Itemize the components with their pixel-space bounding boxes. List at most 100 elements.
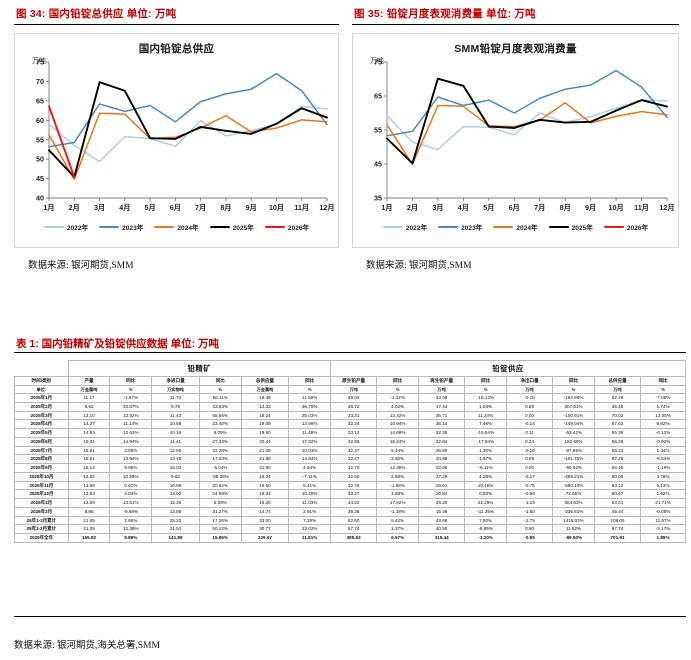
data-cell-6: 32.76 xyxy=(330,480,378,491)
data-cell-13: -6.54% xyxy=(640,454,686,465)
data-cell-10: 0.00 xyxy=(505,410,554,421)
data-cell-11: -164.98% xyxy=(552,393,595,403)
data-cell-3: 5.59% xyxy=(198,498,242,508)
legend-swatch-icon xyxy=(209,225,230,229)
svg-text:4月: 4月 xyxy=(458,203,469,212)
data-cell-6: 57.74 xyxy=(330,524,378,534)
data-cell-6: 385.62 xyxy=(330,532,378,543)
legend-label: 2022年 xyxy=(66,225,89,232)
column-header-8: 同比 xyxy=(376,376,419,386)
unit-cell-10: % xyxy=(464,384,507,395)
data-cell-13: -0.08% xyxy=(640,506,686,517)
data-cell-4: 14.74 xyxy=(240,506,290,517)
data-cell-8: 36.71 xyxy=(417,410,466,421)
data-cell-13: 1.44% xyxy=(640,445,686,456)
data-cell-7: 13.42% xyxy=(376,410,419,421)
data-cell-3: 31.27% xyxy=(198,506,242,517)
svg-text:4月: 4月 xyxy=(119,203,130,212)
data-cell-2: 10.68 xyxy=(151,419,200,430)
svg-text:11月: 11月 xyxy=(294,203,309,212)
table-row: 2025年10月 14.62 10.59% 9.82 -39.28% 19.04 -7.11… xyxy=(14,471,686,482)
figure-34-caption: 图 34: 国内铅锭总供应 单位: 万吨 xyxy=(16,8,177,20)
data-cell-9: 10.16% xyxy=(464,480,507,491)
legend-label: 2025年 xyxy=(232,225,254,232)
data-cell-13: -1.19% xyxy=(640,463,686,473)
row-label: 2025年2月 xyxy=(14,401,69,412)
data-cell-13: 1.74% xyxy=(640,401,686,412)
legend-item-2023年: 2023年 xyxy=(438,222,482,232)
svg-text:5月: 5月 xyxy=(144,203,155,212)
svg-text:12月: 12月 xyxy=(319,203,334,212)
data-cell-10: 0.09 xyxy=(505,454,554,465)
svg-text:7月: 7月 xyxy=(534,203,545,212)
data-cell-5: 25.03% xyxy=(288,410,332,421)
data-cell-1: -1.67% xyxy=(109,393,153,403)
svg-text:60: 60 xyxy=(36,116,44,125)
legend-item-2025年: 2025年 xyxy=(548,222,593,232)
data-cell-10: 0.24 xyxy=(505,436,554,447)
data-cell-4: 18.60 xyxy=(240,480,290,491)
data-cell-7: 10.94% xyxy=(376,419,419,430)
table-row: 2025年全年 165.82 9.89% 141.88 15.96% 229.67 11.5… xyxy=(14,532,686,543)
supply-data-table: 铅精矿 铅锭供应 时间/类别 产量 同比 净进口量 同比 总供应量 同比 原生铅产量 同比 再生铅… xyxy=(14,359,686,543)
data-cell-10: -1.60 xyxy=(505,506,554,517)
data-cell-1: 13.52% xyxy=(109,410,153,421)
data-cell-2: 12.50 xyxy=(151,445,200,456)
data-cell-3: 56.11% xyxy=(198,393,242,403)
row-label: 2026年1月 xyxy=(14,498,69,508)
data-cell-0: 13.66 xyxy=(67,480,111,491)
data-cell-1: 11.14% xyxy=(109,419,153,430)
data-cell-9: 1.30% xyxy=(464,445,507,456)
figure-34-y-unit: 万吨 xyxy=(32,58,46,65)
data-cell-9: -15.13% xyxy=(464,393,507,403)
data-cell-7: 6.57% xyxy=(376,532,419,543)
data-cell-6: 39.02 xyxy=(330,393,378,403)
table-row: 2025年6月 15.31 14.94% 11.41 27.33% 20.44 17.82%… xyxy=(14,436,686,447)
data-cell-7: 1.59% xyxy=(376,489,419,500)
table-row: 2025年7月 15.61 3.69% 12.50 32.28% 21.09 10.03% 3… xyxy=(14,445,686,456)
data-cell-0: 12.63 xyxy=(67,489,111,500)
table-1-source: 数据来源: 银河期货,海关总署,SMM xyxy=(14,641,160,651)
data-cell-12: 55.36 xyxy=(593,428,642,438)
data-cell-9: 1.97% xyxy=(464,454,507,465)
figure-34: 图 34: 国内铅锭总供应 单位: 万吨 国内铅锭总供应 万吨 40 45 50 55… xyxy=(14,6,339,271)
table-1: 铅精矿 铅锭供应 时间/类别 产量 同比 净进口量 同比 总供应量 同比 原生铅产量 同比 再生铅… xyxy=(14,359,686,543)
data-cell-2: 9.79 xyxy=(151,401,200,412)
data-cell-9: -8.85% xyxy=(464,524,507,534)
data-cell-13: 1.85% xyxy=(640,532,686,543)
data-cell-1: 0.81% xyxy=(109,480,153,491)
data-cell-13: -0.92% xyxy=(640,436,686,447)
svg-text:35: 35 xyxy=(374,194,382,203)
data-cell-3: 17.23% xyxy=(198,454,242,465)
figure-34-plot: 40 45 50 55 60 65 70 75 1月 2月 3月 4月 5月 6月 7月 8月 9月 10月 11月… xyxy=(15,56,338,224)
caption-rule xyxy=(14,24,339,25)
data-cell-9: 22.29% xyxy=(464,498,507,508)
data-cell-10: -0.17 xyxy=(505,471,554,482)
unit-cell-14: % xyxy=(640,384,686,395)
data-cell-12: 45.44 xyxy=(593,506,642,517)
data-cell-10: -0.85 xyxy=(505,532,554,543)
data-cell-9: 4.28% xyxy=(464,471,507,482)
column-header-10: 同比 xyxy=(464,376,507,386)
legend-item-2026年: 2026年 xyxy=(264,222,309,232)
legend-label: 2024年 xyxy=(516,225,538,232)
table-head: 铅精矿 铅锭供应 时间/类别 产量 同比 净进口量 同比 总供应量 同比 原生铅产量 同比 再生铅… xyxy=(14,359,686,395)
data-cell-7: -1.12% xyxy=(376,393,419,403)
legend-swatch-icon xyxy=(382,225,403,229)
data-cell-8: 17.44 xyxy=(417,401,466,412)
unit-cell-8: % xyxy=(376,384,419,395)
unit-cell-4: % xyxy=(198,384,242,395)
legend-label: 2024年 xyxy=(177,225,199,232)
data-cell-1: 13.62% xyxy=(109,428,153,438)
data-cell-9: 11.24% xyxy=(464,410,507,421)
data-cell-2: 10.16 xyxy=(151,428,200,438)
data-cell-11: -469.21% xyxy=(552,471,595,482)
column-header-5: 总供应量 xyxy=(240,376,290,386)
svg-text:45: 45 xyxy=(374,160,382,169)
legend-swatch-icon xyxy=(43,225,64,229)
table-row: 2025年12月 12.63 4.04% 14.92 24.99% 19.34 10.46%… xyxy=(14,489,686,500)
data-cell-2: 12.85 xyxy=(151,506,200,517)
svg-text:2月: 2月 xyxy=(407,203,418,212)
unit-cell-0: 单位: xyxy=(14,384,69,395)
